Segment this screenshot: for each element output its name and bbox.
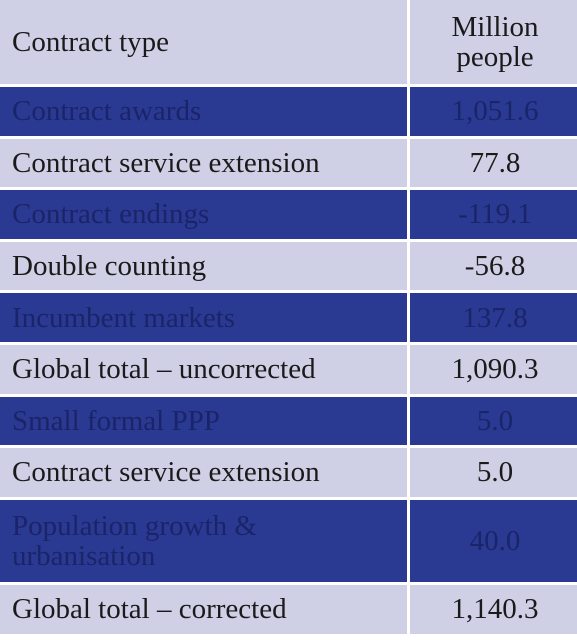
table-row: Contract service extension 77.8 [0,138,577,188]
row-label: Contract service extension [0,138,407,188]
table-row: Global total – uncorrected 1,090.3 [0,345,577,394]
table-body: Contract awards 1,051.6 Contract service… [0,87,577,634]
row-label: Global total – uncorrected [0,345,407,394]
table-row: Contract endings -119.1 [0,190,577,239]
header-contract-type: Contract type [0,0,407,84]
table-row: Global total – corrected 1,140.3 [0,585,577,634]
row-value: -119.1 [410,190,577,239]
table-row: Contract service extension 5.0 [0,448,577,497]
row-value: 1,140.3 [410,585,577,634]
row-label: Population growth & urbanisation [0,499,407,583]
row-value: 137.8 [410,293,577,343]
row-value: 1,090.3 [410,345,577,394]
row-label: Incumbent markets [0,293,407,343]
table-row: Contract awards 1,051.6 [0,87,577,136]
row-label: Global total – corrected [0,585,407,634]
row-value: 40.0 [410,499,577,583]
table-header-row: Contract type Million people [0,0,577,84]
row-value: 77.8 [410,138,577,188]
row-label: Small formal PPP [0,396,407,446]
row-value: 5.0 [410,448,577,497]
row-value: 5.0 [410,396,577,446]
row-label: Contract endings [0,190,407,239]
row-label: Double counting [0,241,407,291]
table-row: Double counting -56.8 [0,241,577,291]
row-label: Contract service extension [0,448,407,497]
header-million-people: Million people [410,0,577,84]
table-row: Population growth & urbanisation 40.0 [0,499,577,583]
row-label: Contract awards [0,87,407,136]
row-value: -56.8 [410,241,577,291]
table-row: Incumbent markets 137.8 [0,293,577,343]
table-row: Small formal PPP 5.0 [0,396,577,446]
row-value: 1,051.6 [410,87,577,136]
